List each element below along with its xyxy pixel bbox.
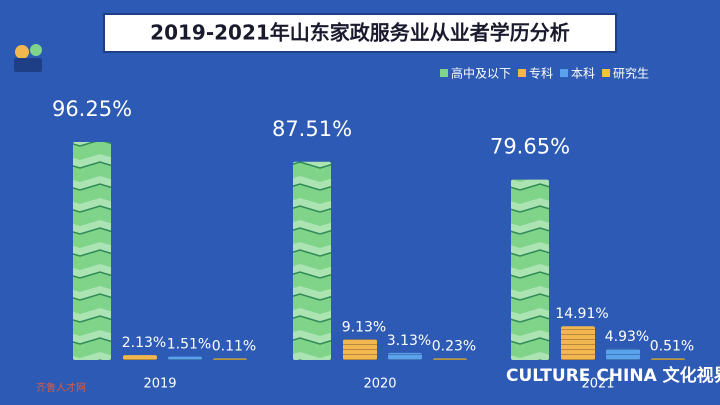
data-label: 3.13% xyxy=(387,333,431,349)
data-label: 0.23% xyxy=(432,339,476,355)
data-label: 2.13% xyxy=(122,335,166,351)
data-label: 4.93% xyxy=(605,329,649,345)
legend-swatch xyxy=(602,69,611,77)
legend-label: 本科 xyxy=(571,67,595,81)
bar xyxy=(433,358,467,360)
data-label: 96.25% xyxy=(52,97,132,121)
bar xyxy=(73,142,111,360)
data-label: 87.51% xyxy=(272,117,352,141)
bar xyxy=(293,161,331,360)
logo xyxy=(14,44,42,72)
data-label: 0.11% xyxy=(212,339,256,355)
legend-label: 专科 xyxy=(529,66,553,81)
bar xyxy=(511,179,549,360)
watermark: CULTURE CHINA 文化视界 xyxy=(506,365,720,386)
bar xyxy=(213,358,247,360)
data-label: 9.13% xyxy=(342,319,386,335)
chart-title: 2019-2021年山东家政服务业从业者学历分析 xyxy=(150,21,570,45)
bar xyxy=(561,326,595,360)
x-tick-label: 2020 xyxy=(363,377,396,392)
bar xyxy=(606,348,640,360)
legend-swatch xyxy=(440,69,448,77)
data-label: 14.91% xyxy=(555,306,608,322)
data-label: 79.65% xyxy=(490,135,570,159)
data-label: 1.51% xyxy=(167,337,211,353)
legend-swatch xyxy=(518,69,527,77)
legend-label: 研究生 xyxy=(613,66,649,81)
x-tick-label: 2019 xyxy=(143,377,176,392)
bar xyxy=(123,355,157,360)
bar xyxy=(651,358,685,360)
x-tick-label: 2021 xyxy=(581,377,614,392)
data-label: 0.51% xyxy=(650,339,694,355)
title-box xyxy=(103,13,617,53)
bar xyxy=(343,339,377,360)
watermark: 齐鲁人才网 xyxy=(36,381,86,394)
legend-swatch xyxy=(560,69,569,77)
legend-label: 高中及以下 xyxy=(451,66,511,81)
bar xyxy=(388,352,422,360)
bar xyxy=(168,356,202,360)
